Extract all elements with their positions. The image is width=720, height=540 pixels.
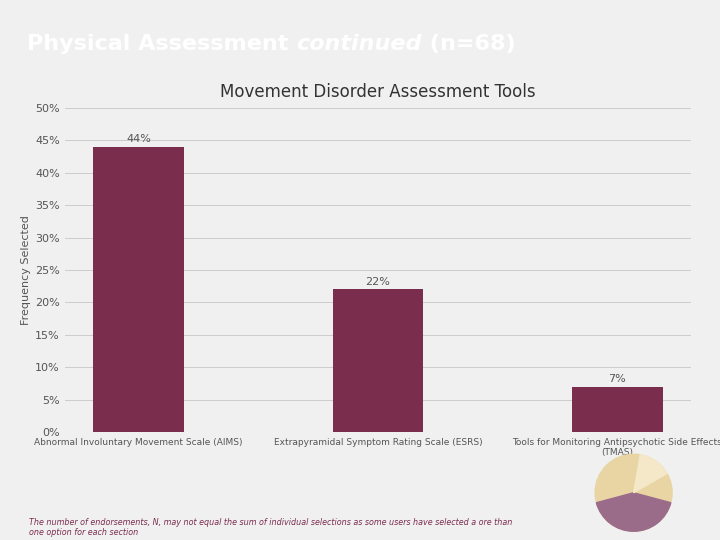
Bar <box>572 387 662 432</box>
Wedge shape <box>596 492 671 531</box>
Text: continued: continued <box>297 34 422 54</box>
Bar <box>333 289 423 432</box>
Text: 22%: 22% <box>366 277 390 287</box>
Bar <box>94 147 184 432</box>
Wedge shape <box>634 455 667 492</box>
Text: 7%: 7% <box>608 374 626 384</box>
Text: (n=68): (n=68) <box>422 34 516 54</box>
Wedge shape <box>595 454 672 531</box>
Y-axis label: Frequency Selected: Frequency Selected <box>21 215 31 325</box>
Text: Physical Assessment: Physical Assessment <box>27 34 297 54</box>
Title: Movement Disorder Assessment Tools: Movement Disorder Assessment Tools <box>220 83 536 101</box>
Text: The number of endorsements, N, may not equal the sum of individual selections as: The number of endorsements, N, may not e… <box>29 518 512 537</box>
Text: 44%: 44% <box>126 134 151 144</box>
